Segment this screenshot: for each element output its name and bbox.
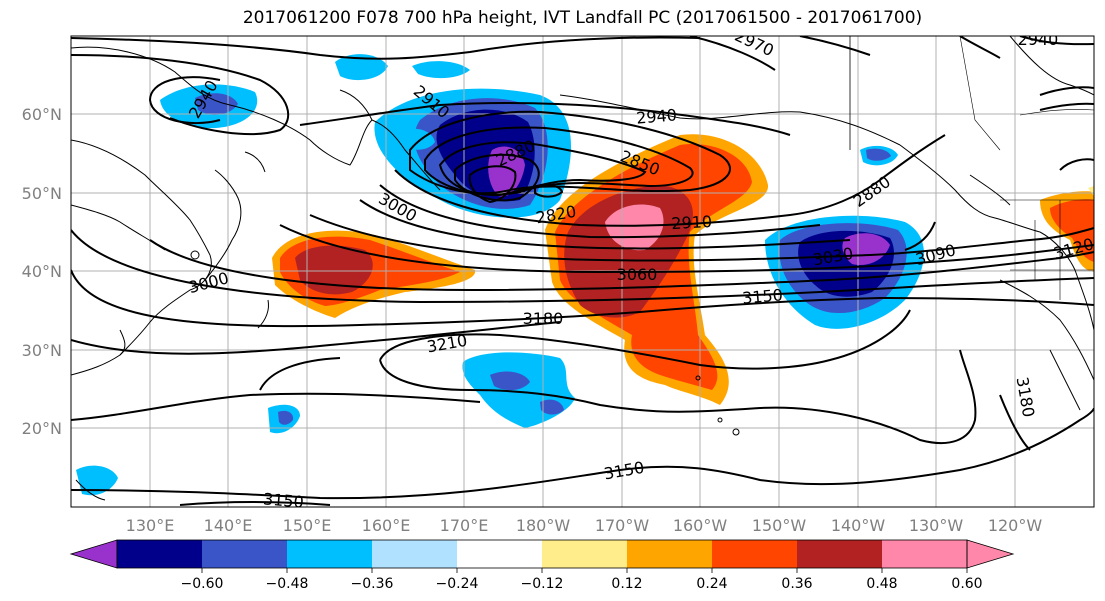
contour-label: 3150 [741, 285, 783, 307]
lat-label: 20°N [22, 419, 62, 438]
colorbar-segment [117, 540, 202, 568]
lon-label: 140°E [204, 516, 253, 535]
colorbar-tick: −0.48 [266, 576, 309, 592]
map-field: 2940 2910 2940 2850 2880 2820 2910 3000 … [71, 30, 1094, 511]
lon-label: 180°W [516, 516, 571, 535]
contour-label: 2940 [1018, 30, 1059, 49]
lon-label: 170°E [440, 516, 489, 535]
shading-positive-central [545, 134, 769, 405]
lon-label: 160°W [673, 516, 728, 535]
lon-label: 130°W [909, 516, 964, 535]
colorbar-segment [287, 540, 372, 568]
colorbar-tick: 0.36 [781, 576, 812, 592]
colorbar-tick: 0.24 [696, 576, 727, 592]
colorbar-segment [627, 540, 712, 568]
colorbar-segment [372, 540, 457, 568]
coastlines [71, 36, 1094, 501]
colorbar-tick: −0.36 [351, 576, 394, 592]
colorbar-tick: −0.24 [436, 576, 479, 592]
contour-label: 3060 [617, 265, 658, 284]
shading-negative-bering [160, 54, 572, 218]
colorbar-tick: 0.48 [866, 576, 897, 592]
map-frame [70, 35, 1095, 508]
contour-label: 2940 [635, 105, 677, 127]
lon-label: 150°W [752, 516, 807, 535]
lat-label: 50°N [22, 184, 62, 203]
lon-label: 130°E [126, 516, 175, 535]
shading-negative-subtropical [76, 352, 575, 496]
colorbar-tick: −0.12 [521, 576, 564, 592]
colorbar: −0.60 −0.48 −0.36 −0.24 −0.12 0.12 0.24 … [69, 539, 1015, 592]
colorbar-segment [202, 540, 287, 568]
colorbar-segment [882, 540, 967, 568]
colorbar-segment [542, 540, 627, 568]
lat-label: 60°N [22, 105, 62, 124]
colorbar-segment [712, 540, 797, 568]
colorbar-extend-max [966, 539, 1015, 569]
lon-label: 120°W [988, 516, 1043, 535]
lat-label: 30°N [22, 341, 62, 360]
contour-label: 2910 [671, 212, 713, 233]
colorbar-segment [457, 540, 542, 568]
lat-label: 40°N [22, 262, 62, 281]
latitude-labels: 60°N 50°N 40°N 30°N 20°N [22, 105, 62, 438]
lon-label: 140°W [831, 516, 886, 535]
lon-label: 170°W [595, 516, 650, 535]
contour-label: 3180 [523, 309, 564, 328]
height-contours [71, 36, 1094, 506]
longitude-labels: 130°E 140°E 150°E 160°E 170°E 180°W 170°… [126, 516, 1043, 535]
lon-label: 160°E [362, 516, 411, 535]
colorbar-tick: 0.12 [611, 576, 642, 592]
colorbar-extend-min [69, 539, 118, 569]
colorbar-tick: −0.60 [181, 576, 224, 592]
map-title: 2017061200 F078 700 hPa height, IVT Land… [242, 8, 923, 28]
lon-label: 150°E [283, 516, 332, 535]
colorbar-tick: 0.60 [951, 576, 982, 592]
contour-label: 3150 [262, 489, 304, 511]
colorbar-segment [797, 540, 882, 568]
